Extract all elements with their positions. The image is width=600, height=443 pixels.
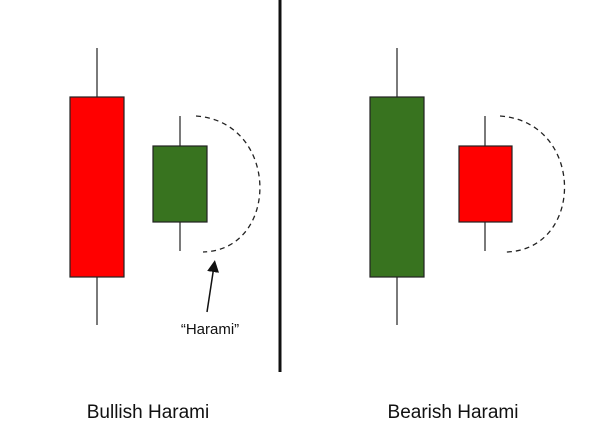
harami-annotation: “Harami” <box>181 321 239 338</box>
large-bullish-candle <box>369 96 425 278</box>
annotation-arrow <box>206 260 220 313</box>
small-bearish-candle <box>458 145 513 223</box>
harami-dashed-arc <box>195 115 261 253</box>
bullish-harami-panel: “Harami” Bullish Harami <box>69 48 261 423</box>
bullish-harami-title: Bullish Harami <box>87 402 209 423</box>
large-bearish-candle <box>69 96 125 278</box>
harami-dashed-arc <box>499 115 566 253</box>
small-bullish-candle <box>152 145 208 223</box>
bearish-harami-panel: Bearish Harami <box>369 48 566 423</box>
bearish-harami-title: Bearish Harami <box>388 402 519 423</box>
